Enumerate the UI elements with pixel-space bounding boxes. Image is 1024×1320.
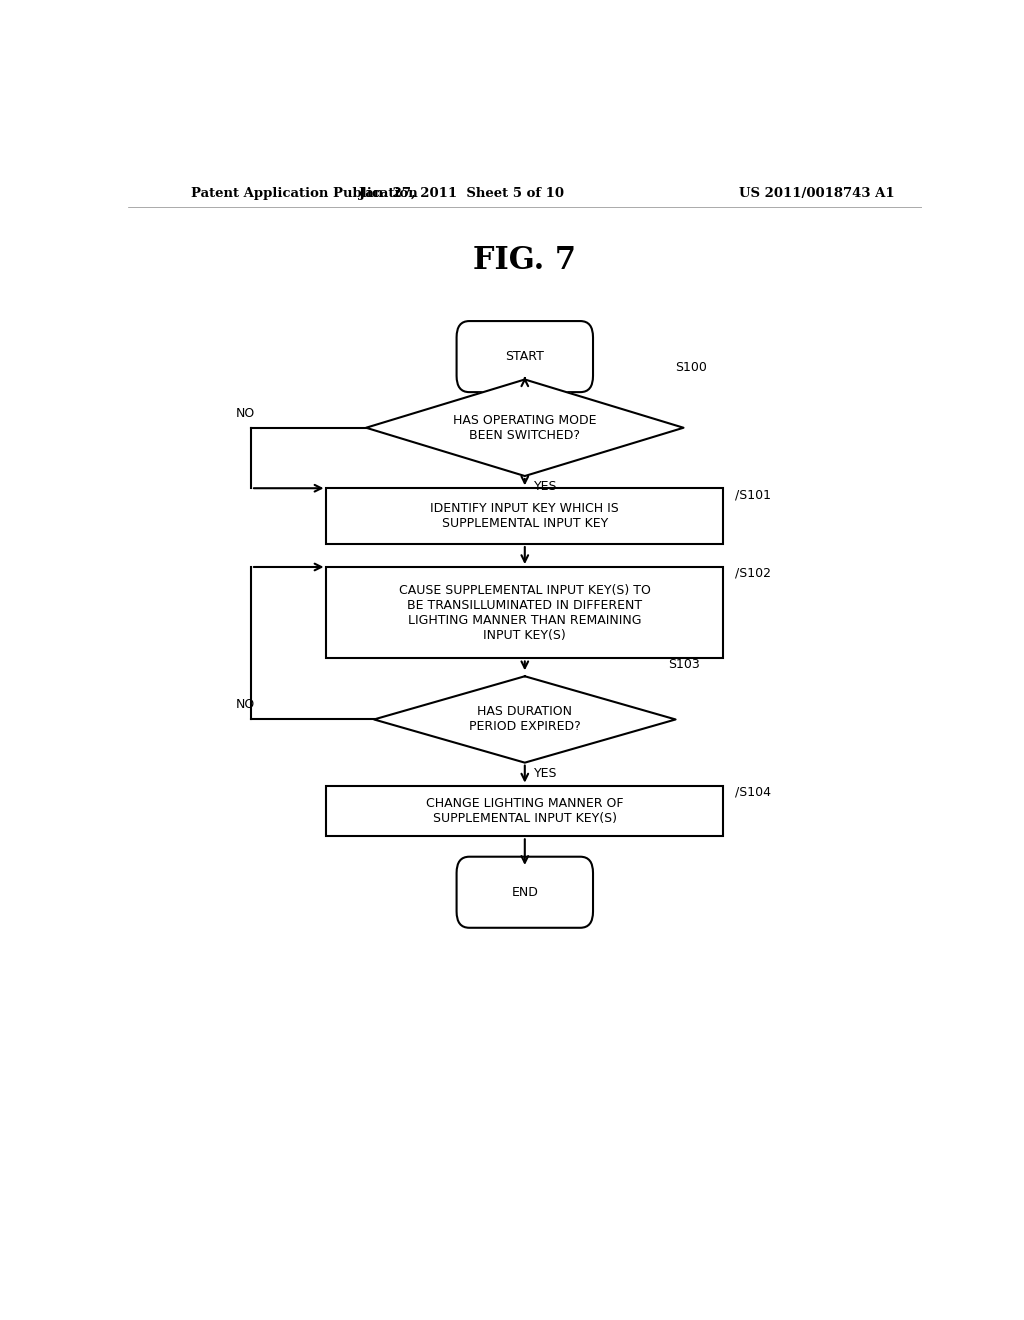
FancyBboxPatch shape — [457, 321, 593, 392]
Text: IDENTIFY INPUT KEY WHICH IS
SUPPLEMENTAL INPUT KEY: IDENTIFY INPUT KEY WHICH IS SUPPLEMENTAL… — [430, 502, 620, 531]
Text: /S101: /S101 — [735, 488, 771, 502]
Polygon shape — [374, 676, 676, 763]
Text: HAS OPERATING MODE
BEEN SWITCHED?: HAS OPERATING MODE BEEN SWITCHED? — [453, 413, 597, 442]
Text: CAUSE SUPPLEMENTAL INPUT KEY(S) TO
BE TRANSILLUMINATED IN DIFFERENT
LIGHTING MAN: CAUSE SUPPLEMENTAL INPUT KEY(S) TO BE TR… — [399, 583, 650, 642]
Polygon shape — [367, 379, 684, 477]
Bar — [327, 568, 723, 659]
Text: YES: YES — [535, 480, 558, 494]
Text: FIG. 7: FIG. 7 — [473, 244, 577, 276]
Text: CHANGE LIGHTING MANNER OF
SUPPLEMENTAL INPUT KEY(S): CHANGE LIGHTING MANNER OF SUPPLEMENTAL I… — [426, 797, 624, 825]
Text: NO: NO — [236, 698, 255, 711]
Bar — [327, 785, 723, 837]
Text: US 2011/0018743 A1: US 2011/0018743 A1 — [739, 187, 895, 201]
Text: S100: S100 — [676, 362, 708, 375]
Text: START: START — [506, 350, 544, 363]
Text: Patent Application Publication: Patent Application Publication — [191, 187, 418, 201]
Text: END: END — [511, 886, 539, 899]
Bar — [327, 488, 723, 544]
FancyBboxPatch shape — [457, 857, 593, 928]
Text: Jan. 27, 2011  Sheet 5 of 10: Jan. 27, 2011 Sheet 5 of 10 — [358, 187, 564, 201]
Text: YES: YES — [535, 767, 558, 780]
Text: NO: NO — [236, 407, 255, 420]
Text: /S104: /S104 — [735, 785, 771, 799]
Text: S103: S103 — [668, 659, 699, 671]
Text: HAS DURATION
PERIOD EXPIRED?: HAS DURATION PERIOD EXPIRED? — [469, 705, 581, 734]
Text: /S102: /S102 — [735, 568, 771, 579]
